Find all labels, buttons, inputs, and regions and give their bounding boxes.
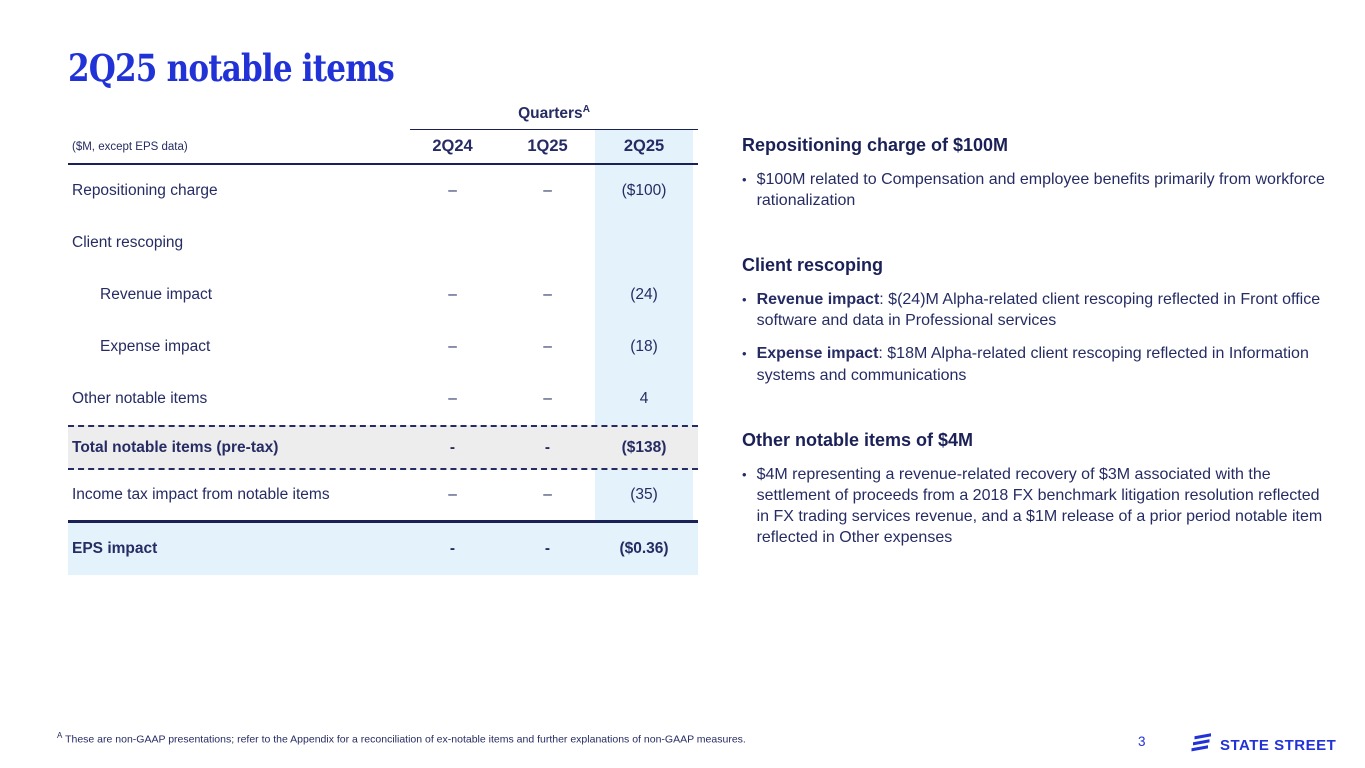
bullet-icon: • [742, 466, 747, 482]
table-row: Income tax impact from notable items – – (3… [68, 470, 698, 521]
row-label: Total notable items (pre-tax) [72, 438, 279, 456]
bullet-lead: Revenue impact [756, 291, 880, 309]
bullet-text: $4M representing a revenue-related recov… [756, 465, 1323, 546]
bullet-text: $100M related to Compensation and employ… [756, 171, 1325, 210]
notable-items-table: QuartersA ($M, except EPS data) 2Q24 1Q25… [68, 104, 698, 576]
cell-2q25 [595, 217, 693, 270]
table-row: Client rescoping [68, 217, 698, 270]
row-label: Expense impact [100, 338, 211, 356]
cell-2q24: - [449, 438, 456, 456]
table-row: Other notable items – – 4 [68, 373, 698, 426]
page-title: 2Q25 notable items [68, 46, 395, 90]
column-header-1q25: 1Q25 [527, 137, 568, 156]
row-label: EPS impact [72, 540, 158, 558]
row-label: Revenue impact [100, 286, 213, 304]
table-row: Repositioning charge – – ($100) [68, 165, 698, 218]
cell-2q24 [405, 217, 500, 269]
cell-2q24: - [449, 540, 456, 558]
row-label: Repositioning charge [72, 182, 218, 200]
quarters-label: Quarters [518, 105, 583, 123]
cell-1q25: – [543, 286, 552, 304]
bullet-item: • Revenue impact: $(24)M Alpha-related cl… [742, 289, 1334, 331]
cell-2q24: – [448, 390, 457, 408]
cell-1q25: – [543, 486, 552, 504]
row-label: Income tax impact from notable items [72, 486, 330, 504]
footnote: A These are non-GAAP presentations; refe… [57, 731, 746, 746]
cell-1q25: – [543, 338, 552, 356]
table-group-header-spacer [68, 104, 410, 130]
cell-2q25: (18) [595, 321, 693, 374]
column-header-2q24: 2Q24 [432, 137, 473, 156]
bullet-icon: • [742, 172, 747, 187]
state-street-s-icon [1190, 732, 1214, 759]
cell-2q24: – [448, 486, 457, 504]
table-row: EPS impact - - ($0.36) [68, 520, 698, 576]
commentary-section: Client rescoping • Revenue impact: $(24)M … [742, 255, 1334, 385]
cell-2q25: ($138) [621, 438, 667, 456]
row-label: Other notable items [72, 390, 208, 408]
state-street-logo: STATE STREET [1190, 732, 1336, 759]
cell-2q24: – [448, 286, 457, 304]
bullet-item: • $100M related to Compensation and emplo… [742, 169, 1334, 211]
cell-2q25: (35) [595, 470, 693, 521]
cell-1q25: – [543, 182, 552, 200]
state-street-logo-text: STATE STREET [1220, 737, 1337, 754]
table-row: Total notable items (pre-tax) - - ($138) [68, 425, 698, 471]
bullet-lead: Expense impact [756, 345, 879, 363]
footnote-text: These are non-GAAP presentations; refer … [65, 733, 746, 746]
section-heading: Other notable items of $4M [742, 429, 974, 450]
cell-2q24: – [448, 182, 457, 200]
commentary-section: Other notable items of $4M • $4M represent… [742, 430, 1334, 548]
bullet-text: Expense impact: $18M Alpha-related clien… [756, 345, 1309, 384]
cell-1q25 [500, 217, 595, 269]
row-label: Client rescoping [72, 234, 184, 252]
bullet-item: • $4M representing a revenue-related reco… [742, 464, 1334, 548]
cell-2q24: – [448, 338, 457, 356]
cell-2q25: ($100) [595, 165, 693, 218]
table-row: Revenue impact – – (24) [68, 269, 698, 322]
cell-1q25: - [544, 438, 551, 456]
commentary-column: Repositioning charge of $100M • $100M rela… [742, 135, 1334, 548]
cell-1q25: – [543, 390, 552, 408]
section-heading: Client rescoping [742, 255, 884, 276]
table-group-header-row: QuartersA [68, 104, 698, 131]
bullet-icon: • [742, 292, 747, 308]
quarters-group-header: QuartersA [410, 104, 698, 131]
commentary-section: Repositioning charge of $100M • $100M rela… [742, 135, 1334, 211]
bullet-text: Revenue impact: $(24)M Alpha-related cli… [756, 291, 1321, 330]
quarters-footnote-marker: A [582, 104, 590, 115]
footnote-marker: A [57, 731, 63, 740]
column-header-2q25: 2Q25 [595, 130, 693, 164]
table-row: Expense impact – – (18) [68, 321, 698, 374]
cell-1q25: - [544, 540, 551, 558]
table-body: Repositioning charge – – ($100) Client resco… [68, 165, 698, 576]
bullet-item: • Expense impact: $18M Alpha-related clie… [742, 343, 1334, 385]
table-column-header-row: ($M, except EPS data) 2Q24 1Q25 2Q25 [68, 130, 698, 166]
bullet-icon: • [742, 346, 747, 362]
table-unit-label: ($M, except EPS data) [72, 140, 188, 153]
cell-2q25: ($0.36) [619, 540, 669, 558]
page-number: 3 [1138, 734, 1146, 749]
cell-2q25: 4 [595, 373, 693, 426]
cell-2q25: (24) [595, 269, 693, 322]
section-heading: Repositioning charge of $100M [742, 135, 1009, 155]
